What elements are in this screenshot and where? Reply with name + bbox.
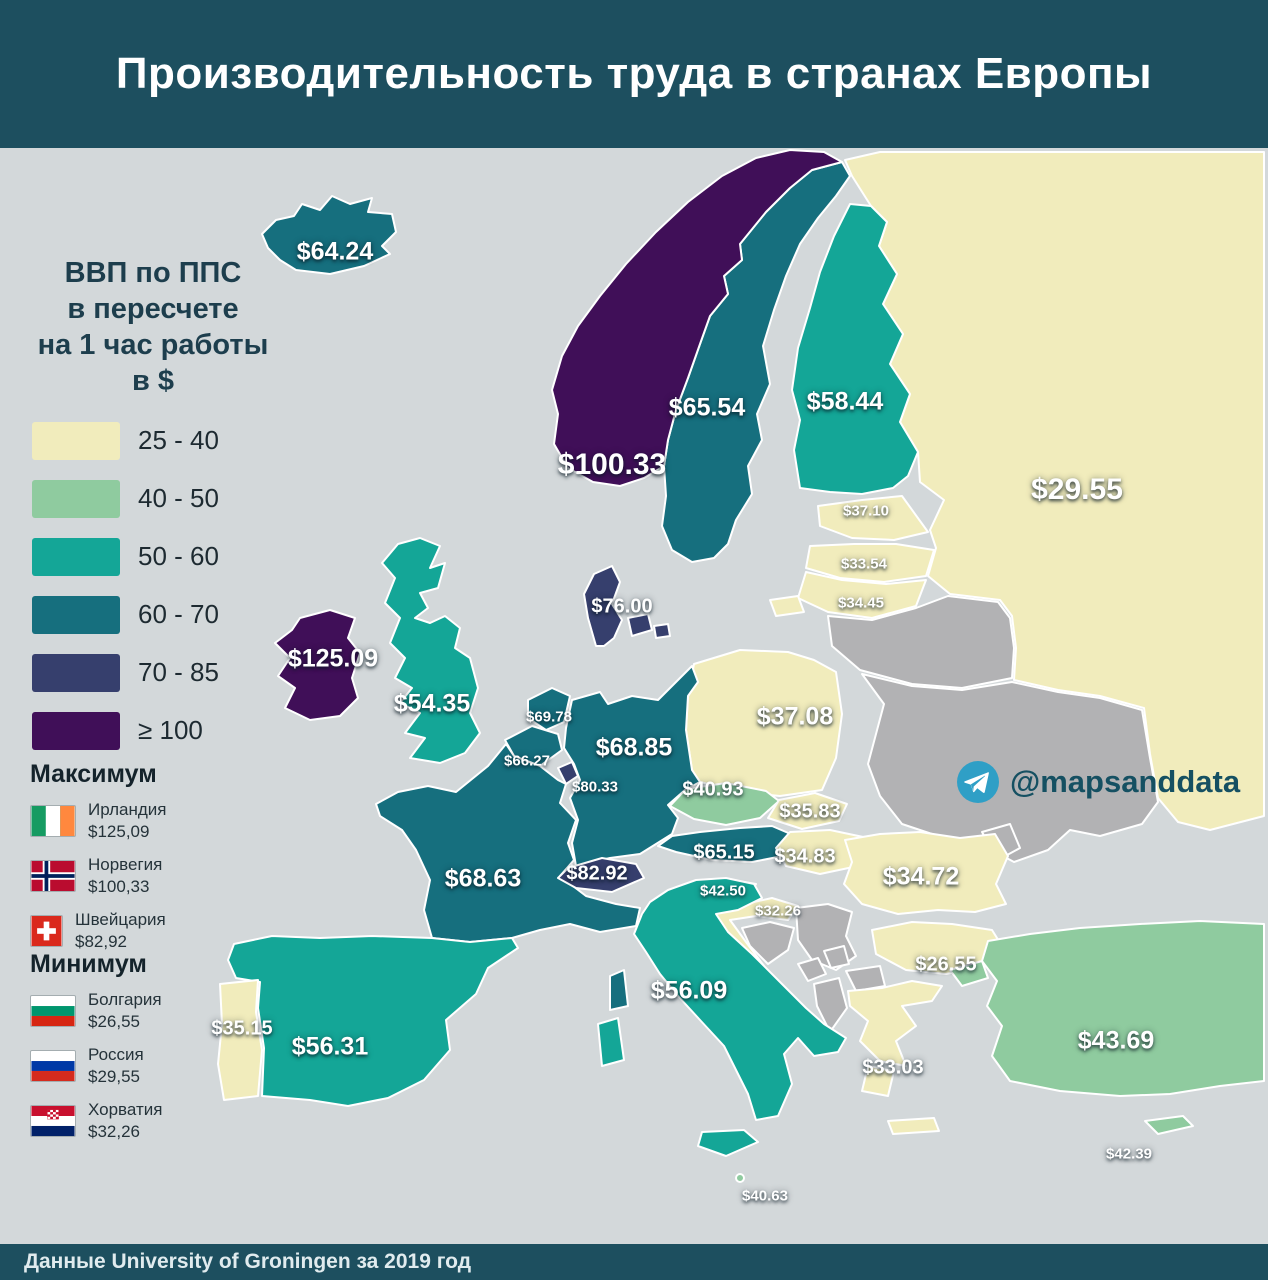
country-turkey <box>949 920 1265 1097</box>
country-estonia <box>817 495 929 541</box>
country-spain <box>227 935 519 1107</box>
country-finland <box>791 203 919 495</box>
flag-bg-icon <box>30 995 76 1028</box>
country-malta <box>735 1173 745 1183</box>
country-italy <box>597 877 847 1157</box>
extremes-max-heading: Максимум <box>30 760 157 788</box>
extreme-item-ru: Россия $29,55 <box>30 1044 280 1088</box>
legend-row-60-70: 60 - 70 <box>18 595 288 634</box>
flag-ru-icon <box>30 1050 76 1083</box>
legend-title-line: ВВП по ППС <box>64 257 242 289</box>
legend-row-50-60: 50 - 60 <box>18 537 288 576</box>
extremes-min-section: Минимум Болгария $26,55 Россия $29,55 Хорват… <box>30 950 280 1155</box>
legend-range-label: 25 - 40 <box>138 425 219 456</box>
telegram-icon <box>956 760 1000 804</box>
country-luxembourg <box>557 761 579 785</box>
extremes-min-items: Болгария $26,55 Россия $29,55 Хорватия $32,26 <box>30 989 280 1144</box>
legend-panel: ВВП по ППС в пересчете на 1 час работы в… <box>18 256 288 770</box>
legend-range-label: 60 - 70 <box>138 599 219 630</box>
header-bar: Производительность труда в странах Европ… <box>0 0 1268 148</box>
country-norway <box>551 149 843 487</box>
extreme-item-ie: Ирландия $125,09 <box>30 799 280 843</box>
legend-range-label: 70 - 85 <box>138 657 219 688</box>
country-ireland <box>274 609 361 721</box>
extreme-country: Болгария <box>88 990 162 1009</box>
legend-rows: 25 - 40 40 - 50 50 - 60 60 - 70 70 - 85 ≥ 100 <box>18 421 288 750</box>
legend-title: ВВП по ППС в пересчете на 1 час работы в… <box>18 256 288 400</box>
legend-range-label: 40 - 50 <box>138 483 219 514</box>
country-uk <box>381 537 481 764</box>
legend-range-label: ≥ 100 <box>138 715 203 746</box>
legend-swatch-100+ <box>32 711 120 750</box>
data-source: Данные University of Groningen за 2019 г… <box>24 1250 472 1273</box>
watermark: @mapsanddata <box>956 760 1240 804</box>
legend-swatch-70-85 <box>32 653 120 692</box>
country-switzerland <box>557 857 645 893</box>
extreme-country: Ирландия <box>88 800 167 819</box>
country-iceland <box>261 195 397 275</box>
extreme-item-no: Норвегия $100,33 <box>30 854 280 898</box>
extreme-value: $29,55 <box>88 1067 140 1087</box>
flag-hr-icon <box>30 1105 76 1138</box>
extreme-value: $100,33 <box>88 877 150 897</box>
extreme-country: Швейцария <box>75 910 166 930</box>
country-poland <box>685 649 843 797</box>
country-netherlands <box>527 687 571 731</box>
extreme-country: Россия <box>88 1045 144 1065</box>
watermark-handle: @mapsanddata <box>1010 764 1241 799</box>
country-denmark <box>583 565 671 647</box>
extremes-max-items: Ирландия $125,09 Норвегия $100,33 Швейцария $… <box>30 799 280 954</box>
extreme-item-bg: Болгария $26,55 <box>30 989 280 1033</box>
country-ukraine <box>861 673 1159 863</box>
legend-swatch-60-70 <box>32 595 120 634</box>
legend-swatch-50-60 <box>32 537 120 576</box>
flag-no-icon <box>30 860 76 893</box>
country-romania <box>843 831 1009 915</box>
extremes-max-section: Максимум Ирландия $125,09 Норвегия $100,33 Ш… <box>30 760 280 965</box>
country-montenegro <box>797 957 827 982</box>
legend-range-label: 50 - 60 <box>138 541 219 572</box>
flag-ie-icon <box>30 805 76 838</box>
page-title: Производительность труда в странах Европ… <box>115 49 1153 98</box>
legend-row-25-40: 25 - 40 <box>18 421 288 460</box>
legend-title-line: на 1 час работы <box>37 328 269 361</box>
country-albania <box>813 977 848 1033</box>
extreme-value: $26,55 <box>88 1012 140 1032</box>
europe-map <box>0 148 1268 1244</box>
extremes-min-heading: Минимум <box>30 950 147 978</box>
country-bosnia <box>741 921 795 965</box>
legend-row-100+: ≥ 100 <box>18 711 288 750</box>
legend-row-70-85: 70 - 85 <box>18 653 288 692</box>
footer-bar: Данные University of Groningen за 2019 г… <box>0 1244 1268 1280</box>
legend-title-line: в $ <box>131 364 174 397</box>
country-latvia <box>805 543 935 583</box>
country-portugal <box>217 979 263 1101</box>
map-area: $64.24 $100.33 $65.54 $58.44 $29.55 $37.10 $33… <box>0 148 1268 1244</box>
country-north-macedonia <box>845 965 886 992</box>
extreme-item-hr: Хорватия $32,26 <box>30 1099 280 1143</box>
extreme-item-ch: Швейцария $82,92 <box>30 909 280 953</box>
legend-swatch-25-40 <box>32 421 120 460</box>
country-lithuania <box>797 571 927 619</box>
country-germany <box>563 665 701 867</box>
legend-row-40-50: 40 - 50 <box>18 479 288 518</box>
extreme-country: Хорватия <box>88 1100 163 1120</box>
country-france <box>375 743 641 1011</box>
country-czechia <box>669 782 780 826</box>
extreme-value: $125,09 <box>88 822 150 842</box>
country-slovakia <box>767 792 848 830</box>
extreme-country: Норвегия <box>88 855 163 875</box>
legend-swatch-40-50 <box>32 479 120 518</box>
country-greece <box>847 980 943 1135</box>
extreme-value: $32,26 <box>88 1122 140 1142</box>
country-kaliningrad <box>769 595 805 617</box>
country-kosovo <box>823 945 850 969</box>
flag-ch-icon <box>30 915 63 948</box>
legend-title-line: в пересчете <box>67 292 239 325</box>
extreme-value: $82,92 <box>75 932 127 952</box>
country-cyprus <box>1144 1115 1194 1135</box>
country-belarus <box>827 595 1015 689</box>
